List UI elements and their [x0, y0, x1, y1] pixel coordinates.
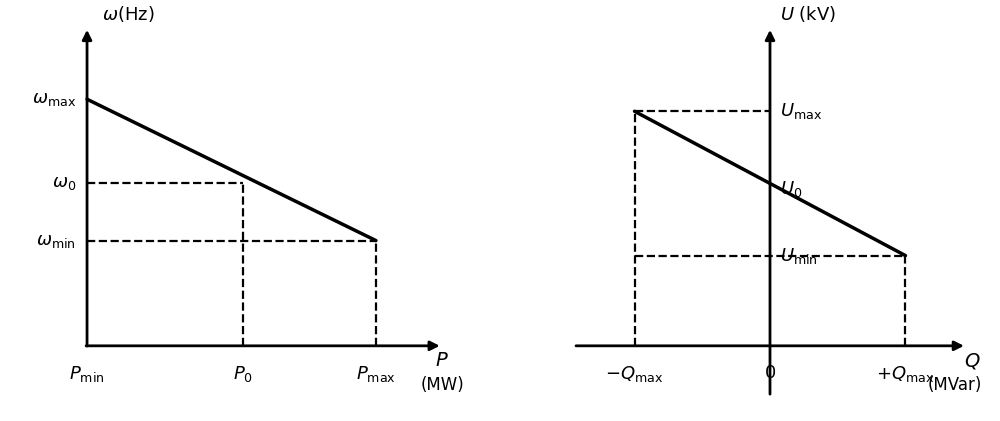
- Text: $P$: $P$: [435, 352, 449, 370]
- Text: $Q$: $Q$: [964, 351, 980, 371]
- Text: $U$ (kV): $U$ (kV): [780, 4, 836, 24]
- Text: $-Q_{\max}$: $-Q_{\max}$: [605, 364, 664, 384]
- Text: $\omega_{\max}$: $\omega_{\max}$: [32, 90, 76, 108]
- Text: $0$: $0$: [764, 364, 776, 382]
- Text: $P_{\max}$: $P_{\max}$: [356, 364, 396, 384]
- Text: $P_0$: $P_0$: [233, 364, 253, 384]
- Text: $\omega$(Hz): $\omega$(Hz): [102, 4, 154, 24]
- Text: $\omega_{\min}$: $\omega_{\min}$: [36, 232, 76, 250]
- Text: $P_{\min}$: $P_{\min}$: [69, 364, 105, 384]
- Text: (MVar): (MVar): [928, 376, 982, 394]
- Text: $+Q_{\max}$: $+Q_{\max}$: [876, 364, 935, 384]
- Text: $U_{\max}$: $U_{\max}$: [780, 101, 822, 121]
- Text: $U_0$: $U_0$: [780, 179, 802, 200]
- Text: (MW): (MW): [420, 376, 464, 394]
- Text: $U_{\min}$: $U_{\min}$: [780, 245, 818, 266]
- Text: $\omega_0$: $\omega_0$: [52, 174, 76, 192]
